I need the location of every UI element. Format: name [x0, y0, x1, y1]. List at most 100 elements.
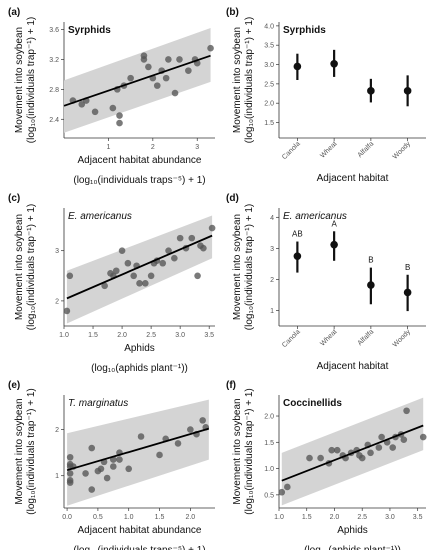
category-label: Woody	[392, 328, 413, 349]
data-point	[378, 433, 385, 441]
data-point	[389, 444, 397, 451]
data-point	[101, 282, 108, 290]
y-axis-label-units: (log₁₀(individuals trap⁻¹) + 1)	[244, 17, 255, 143]
y-axis-label-units: (log₁₀(individuals trap⁻¹) + 1)	[244, 204, 255, 330]
data-point	[124, 259, 132, 267]
category-label: Wheat	[319, 328, 338, 347]
chart-title: E. americanus	[283, 211, 347, 222]
chart-title: Syrphids	[283, 25, 326, 36]
data-point	[156, 451, 163, 459]
chart-title: T. marginatus	[68, 398, 128, 409]
y-tick-label: 1	[270, 308, 274, 315]
x-tick-label: 3	[195, 144, 199, 151]
fit-line	[66, 427, 210, 472]
x-axis-label: Adjacent habitat abundance	[78, 525, 202, 536]
y-axis-label-units: (log₁₀(individuals trap⁻¹) + 1)	[26, 388, 37, 514]
y-tick-label: 3	[55, 248, 59, 255]
data-point	[145, 63, 152, 71]
fit-line	[66, 234, 213, 300]
data-point	[82, 470, 89, 477]
x-axis-label-units: (log₁₀(individuals traps⁻⁵) + 1)	[73, 545, 205, 550]
x-axis-label: Aphids	[337, 525, 368, 536]
data-point	[147, 272, 155, 280]
data-point	[328, 446, 335, 454]
mean-point	[330, 59, 338, 68]
category-label: Alfalfa	[357, 328, 376, 347]
significance-letter: B	[368, 256, 373, 265]
y-tick-label: 2	[270, 277, 274, 284]
category-label: Wheat	[319, 140, 338, 159]
panel-f: (f) Movement into soybean (log₁₀(individua…	[226, 380, 427, 550]
x-tick-label: 0.0	[62, 514, 72, 521]
panel-d: (d) Movement into soybean (log₁₀(individua…	[226, 193, 426, 372]
x-tick-label: 2.0	[330, 514, 340, 521]
panel-c: (c) Movement into soybean (log₁₀(individua…	[8, 193, 216, 374]
data-point	[78, 101, 86, 108]
y-axis-label: Movement into soybean	[14, 27, 25, 133]
x-tick-label: 3.0	[385, 514, 395, 521]
data-point	[130, 272, 137, 280]
data-point	[174, 440, 182, 447]
x-axis-label: Adjacent habitat	[317, 173, 389, 184]
panel-label: (a)	[8, 7, 20, 18]
mean-point	[330, 240, 338, 249]
y-axis-label-units: (log₁₀(individuals trap⁻¹) + 1)	[244, 388, 255, 514]
data-point	[176, 234, 184, 242]
data-point	[185, 67, 192, 74]
data-point	[400, 436, 408, 443]
data-point	[116, 112, 123, 119]
x-axis-label-units: (log₁₀(aphids plant⁻¹))	[304, 545, 401, 550]
panel-label: (b)	[226, 7, 239, 18]
data-point	[116, 456, 123, 463]
significance-letter: AB	[292, 230, 303, 239]
x-axis-label: Aphids	[124, 343, 155, 354]
mean-point	[293, 252, 302, 260]
chart-title: Coccinellids	[283, 398, 342, 409]
panel-label: (c)	[8, 193, 20, 204]
y-axis-label: Movement into soybean	[232, 398, 243, 504]
y-tick-label: 1	[55, 473, 59, 480]
x-tick-label: 1.5	[88, 332, 98, 339]
data-point	[207, 44, 214, 52]
panel-label: (f)	[226, 380, 236, 391]
data-point	[176, 56, 183, 63]
y-tick-label: 2.0	[264, 414, 274, 421]
y-tick-label: 3	[270, 246, 274, 253]
data-point	[284, 483, 291, 491]
panel-label: (d)	[226, 193, 239, 204]
data-point	[171, 254, 178, 262]
data-point	[403, 407, 410, 415]
data-point	[66, 470, 74, 477]
x-tick-label: 1.0	[274, 514, 284, 521]
data-point	[140, 52, 148, 59]
data-point	[165, 56, 172, 63]
y-tick-label: 0.5	[264, 492, 274, 499]
data-point	[171, 89, 179, 97]
y-tick-label: 2.0	[264, 101, 274, 108]
y-tick-label: 4.0	[264, 23, 274, 30]
y-tick-label: 1.5	[264, 120, 274, 127]
chart-title: Syrphids	[68, 25, 111, 36]
data-point	[200, 244, 207, 252]
y-axis-label: Movement into soybean	[232, 27, 243, 133]
data-point	[317, 454, 324, 462]
x-tick-label: 1	[106, 144, 110, 151]
x-tick-label: 1.5	[302, 514, 312, 521]
data-point	[109, 104, 117, 112]
chart-title: E. americanus	[68, 211, 132, 222]
data-point	[306, 454, 313, 462]
data-point	[97, 465, 105, 473]
data-point	[188, 234, 196, 242]
y-axis-label: Movement into soybean	[14, 214, 25, 320]
mean-point	[367, 281, 375, 289]
panel-label: (e)	[8, 380, 20, 391]
significance-letter: B	[405, 263, 410, 272]
y-tick-label: 3.6	[49, 27, 59, 34]
fit-line	[63, 54, 211, 107]
data-point	[136, 280, 143, 287]
confidence-band	[67, 399, 209, 506]
x-axis-label-units: (log₁₀(individuals traps⁻⁵) + 1)	[73, 175, 205, 186]
data-point	[110, 463, 117, 470]
mean-point	[403, 288, 412, 297]
y-tick-label: 1.0	[264, 466, 274, 473]
